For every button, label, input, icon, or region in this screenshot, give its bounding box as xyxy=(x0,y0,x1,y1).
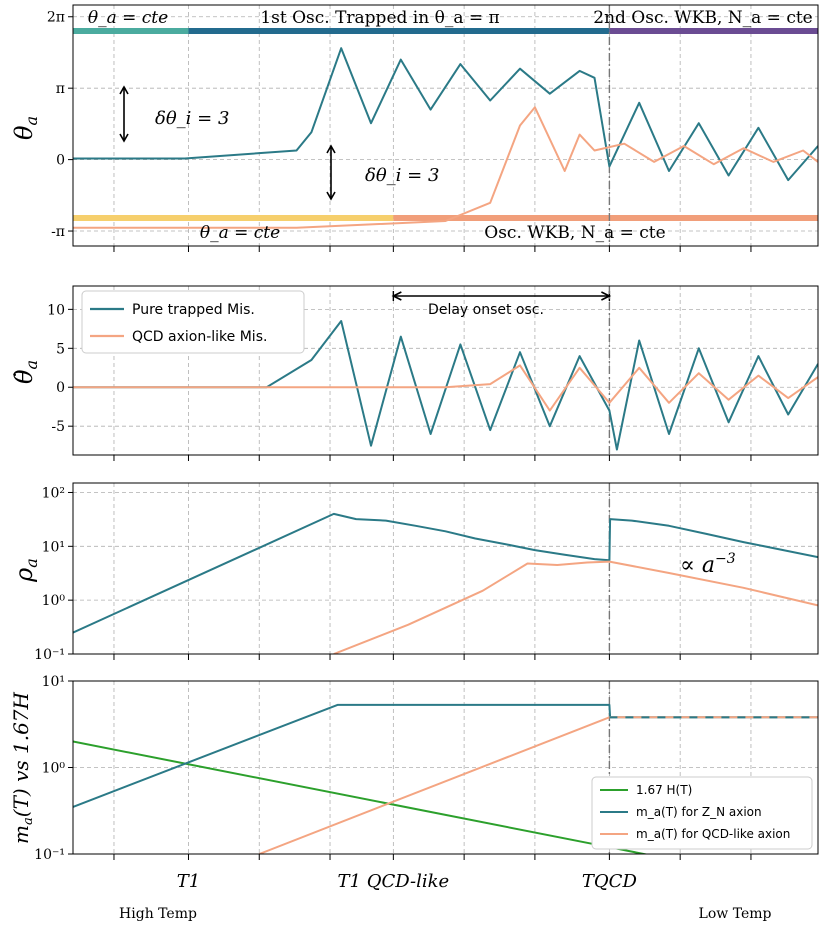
frame-theta_dot xyxy=(72,285,819,456)
legend-top-item-1: QCD axion-like Mis. xyxy=(132,329,267,345)
xtick-label-1: T1 QCD-like xyxy=(338,871,450,892)
delay-onset-label: Delay onset osc. xyxy=(428,302,544,318)
series-group-rho xyxy=(73,512,818,654)
scaling-label: ∝ a−3 xyxy=(680,551,736,578)
bottom-band-right-label: Osc. WKB, N_a = cte xyxy=(484,223,665,243)
ytick-label-theta-1: π xyxy=(56,81,65,97)
ytick-label-theta-0: 2π xyxy=(47,10,65,26)
frame-mass xyxy=(72,680,819,855)
top-band-mid-label: 1st Osc. Trapped in θ_a = π xyxy=(260,8,499,28)
legend-bottom-item-0: 1.67 H(T) xyxy=(636,783,692,797)
legend-top: Pure trapped Mis. QCD axion-like Mis. xyxy=(81,290,305,354)
xtick-label-0: T1 xyxy=(177,871,200,892)
ylabel-rho: ρa xyxy=(10,558,41,583)
ytick-label-theta_dot-2: 0 xyxy=(56,380,65,396)
ytick-label-mass-2: 10⁻¹ xyxy=(34,847,65,863)
ytick-label-mass-0: 10¹ xyxy=(42,674,65,690)
frame-theta xyxy=(72,4,819,247)
series-theta-0 xyxy=(73,47,818,182)
ytick-label-theta-3: -π xyxy=(51,224,65,240)
series-rho-1 xyxy=(333,560,818,654)
ytick-label-rho-2: 10⁰ xyxy=(42,593,66,609)
low-temp-label: Low Temp xyxy=(699,906,772,922)
legend-bottom-item-2: m_a(T) for QCD-like axion xyxy=(636,827,790,841)
ylabel-mass: ma(T) vs 1.67H xyxy=(9,691,36,843)
theta-panel: 2π π 0 -π xyxy=(47,4,819,252)
legend-top-item-0: Pure trapped Mis. xyxy=(132,302,255,318)
ytick-label-rho-3: 10⁻¹ xyxy=(34,647,65,663)
rho-panel: 10² 10¹ 10⁰ 10⁻¹ xyxy=(34,482,819,663)
series-theta_dot-1 xyxy=(73,364,818,412)
ytick-label-theta_dot-3: -5 xyxy=(51,419,65,435)
ytick-label-rho-0: 10² xyxy=(42,485,65,501)
high-temp-label: High Temp xyxy=(119,906,197,922)
legend-bottom: 1.67 H(T) m_a(T) for Z_N axion m_a(T) fo… xyxy=(591,776,813,850)
bottom-band-left-label: θ_a = cte xyxy=(200,223,280,243)
ylabel-theta-dot: θ̇a xyxy=(10,360,41,384)
frame-rho xyxy=(72,482,819,655)
top-band-left-label: θ_a = cte xyxy=(88,8,168,28)
xtick-label-2: TQCD xyxy=(582,871,638,892)
top-band-right-label: 2nd Osc. WKB, N_a = cte xyxy=(593,8,813,28)
ytick-label-theta_dot-0: 10 xyxy=(47,302,65,318)
ytick-label-rho-1: 10¹ xyxy=(42,539,65,555)
ytick-label-theta-2: 0 xyxy=(56,153,65,169)
ytick-label-theta_dot-1: 5 xyxy=(56,341,65,357)
delta-arrow-2-head-top xyxy=(326,144,336,154)
legend-bottom-item-1: m_a(T) for Z_N axion xyxy=(636,805,762,819)
series-group-theta xyxy=(73,47,818,229)
delta-arrow-2-head-bottom xyxy=(326,191,336,201)
series-rho-0 xyxy=(73,512,818,634)
ylabel-theta: θa xyxy=(10,116,41,140)
delta-arrow-1-head-top xyxy=(119,85,129,95)
delta-arrow-1-head-bottom xyxy=(119,133,129,143)
ytick-label-mass-1: 10⁰ xyxy=(42,761,66,777)
series-theta_dot-0 xyxy=(73,320,818,451)
delta-theta-annotation-1: δθ_i = 3 xyxy=(155,108,229,129)
delta-theta-annotation-2: δθ_i = 3 xyxy=(365,165,439,186)
